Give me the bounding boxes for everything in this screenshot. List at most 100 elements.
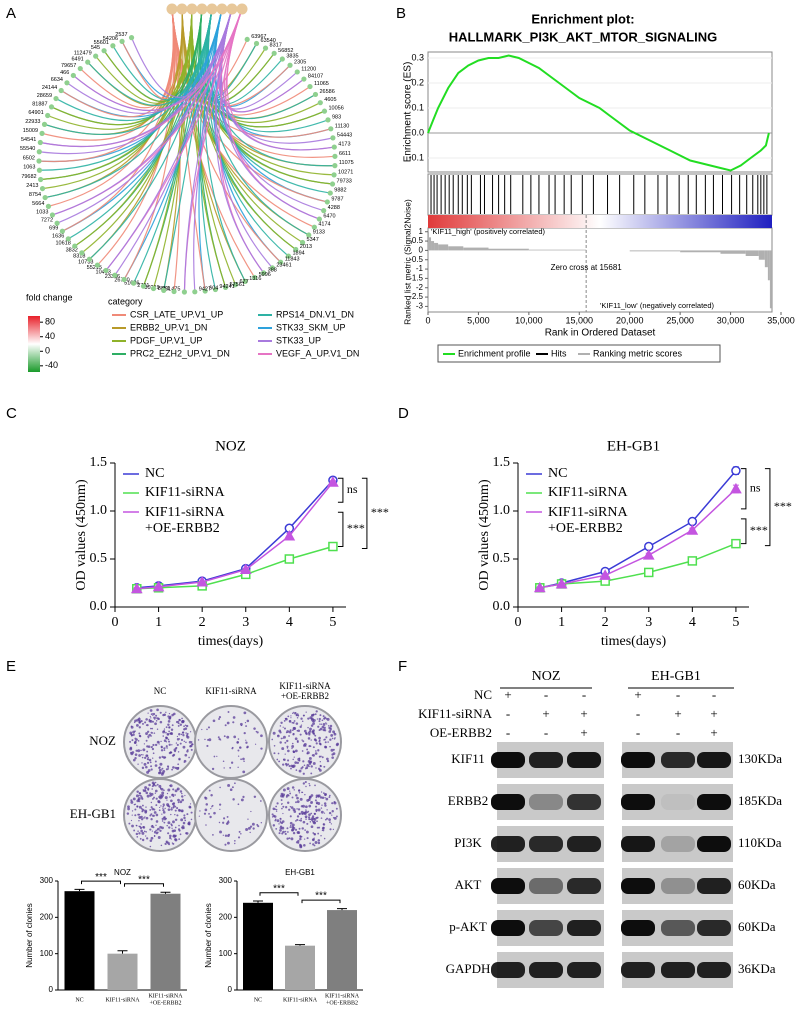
colony <box>326 723 328 725</box>
colony <box>167 733 169 736</box>
colony <box>305 785 307 788</box>
colony <box>231 747 234 750</box>
colony <box>292 831 296 835</box>
colony <box>182 745 186 749</box>
node <box>36 167 43 173</box>
node <box>79 250 85 256</box>
colony <box>147 756 149 759</box>
colony <box>136 790 139 794</box>
node-label: 5664 <box>32 201 44 207</box>
legend-label: NC <box>548 466 567 481</box>
colony <box>183 759 187 763</box>
colony <box>324 745 327 749</box>
annotation: *** <box>273 883 285 894</box>
colony <box>291 747 293 750</box>
colony <box>295 820 297 822</box>
colony <box>138 819 140 822</box>
colony <box>252 827 255 830</box>
colony <box>316 820 318 823</box>
node-label: 10618 <box>55 241 70 247</box>
colony <box>323 729 327 732</box>
colony <box>160 740 162 743</box>
node <box>36 158 42 164</box>
colony <box>162 807 164 809</box>
colony <box>277 752 280 755</box>
node <box>41 121 48 127</box>
colony <box>171 793 174 796</box>
colony <box>333 800 336 803</box>
colony <box>134 730 136 732</box>
colony <box>280 721 283 724</box>
colony <box>145 831 147 833</box>
y-tick-label: 0.3 <box>411 52 424 62</box>
colony <box>306 751 310 755</box>
colony <box>188 823 191 826</box>
colony <box>308 798 311 802</box>
colony <box>138 722 141 724</box>
node <box>37 139 43 146</box>
node-label: 545 <box>91 45 100 51</box>
colony <box>172 788 175 791</box>
legend-label: STK33_SKM_UP <box>276 322 346 332</box>
colony <box>136 805 139 808</box>
x-tick-label: 1 <box>558 615 565 630</box>
node <box>54 220 60 226</box>
colony <box>271 816 274 818</box>
colony <box>330 748 334 752</box>
colony <box>272 824 276 827</box>
colony <box>188 740 192 744</box>
rank-y-label: Ranked list metric (Signal2Noise) <box>402 199 412 325</box>
x-tick-label: 3 <box>645 615 652 630</box>
condition-sign: - <box>582 687 586 702</box>
rank-bar <box>448 246 464 251</box>
colony <box>334 737 336 739</box>
colony <box>150 717 152 719</box>
panel-label: F <box>398 658 407 675</box>
colony <box>137 749 141 753</box>
chord <box>44 8 213 135</box>
marker <box>152 580 165 592</box>
colony <box>205 803 209 806</box>
node-label: 3835 <box>286 53 298 59</box>
colony <box>254 743 257 745</box>
colony <box>162 809 165 812</box>
colony <box>170 838 172 840</box>
colony <box>143 830 146 833</box>
colony <box>315 750 317 752</box>
colony <box>138 825 140 828</box>
node-label: 2413 <box>26 183 38 189</box>
colony <box>297 808 301 811</box>
colony <box>312 730 314 733</box>
size-label: 60KDa <box>738 919 776 934</box>
colony <box>286 747 289 749</box>
colony <box>184 794 186 797</box>
colony <box>177 798 180 802</box>
colony <box>153 835 156 837</box>
colony <box>130 800 134 804</box>
colony <box>150 735 153 737</box>
colony <box>141 722 144 725</box>
colony <box>295 714 297 717</box>
colony <box>274 819 277 822</box>
colony <box>154 760 157 763</box>
size-label: 110KDa <box>738 835 782 850</box>
colony <box>272 731 276 735</box>
colony <box>154 784 157 787</box>
colony <box>218 716 222 719</box>
colony <box>310 765 313 768</box>
colony <box>314 841 318 844</box>
colony <box>158 756 162 759</box>
colony <box>178 838 181 841</box>
size-label: 130KDa <box>738 751 782 766</box>
colony <box>286 827 289 830</box>
x-tick-label: NC <box>75 997 83 1003</box>
colony <box>328 796 331 799</box>
colony <box>219 803 222 806</box>
colony <box>131 751 135 754</box>
colony <box>238 830 241 833</box>
colony <box>171 842 174 844</box>
band <box>621 752 655 768</box>
colony <box>323 726 326 730</box>
colony <box>288 735 290 737</box>
colony <box>172 795 175 798</box>
